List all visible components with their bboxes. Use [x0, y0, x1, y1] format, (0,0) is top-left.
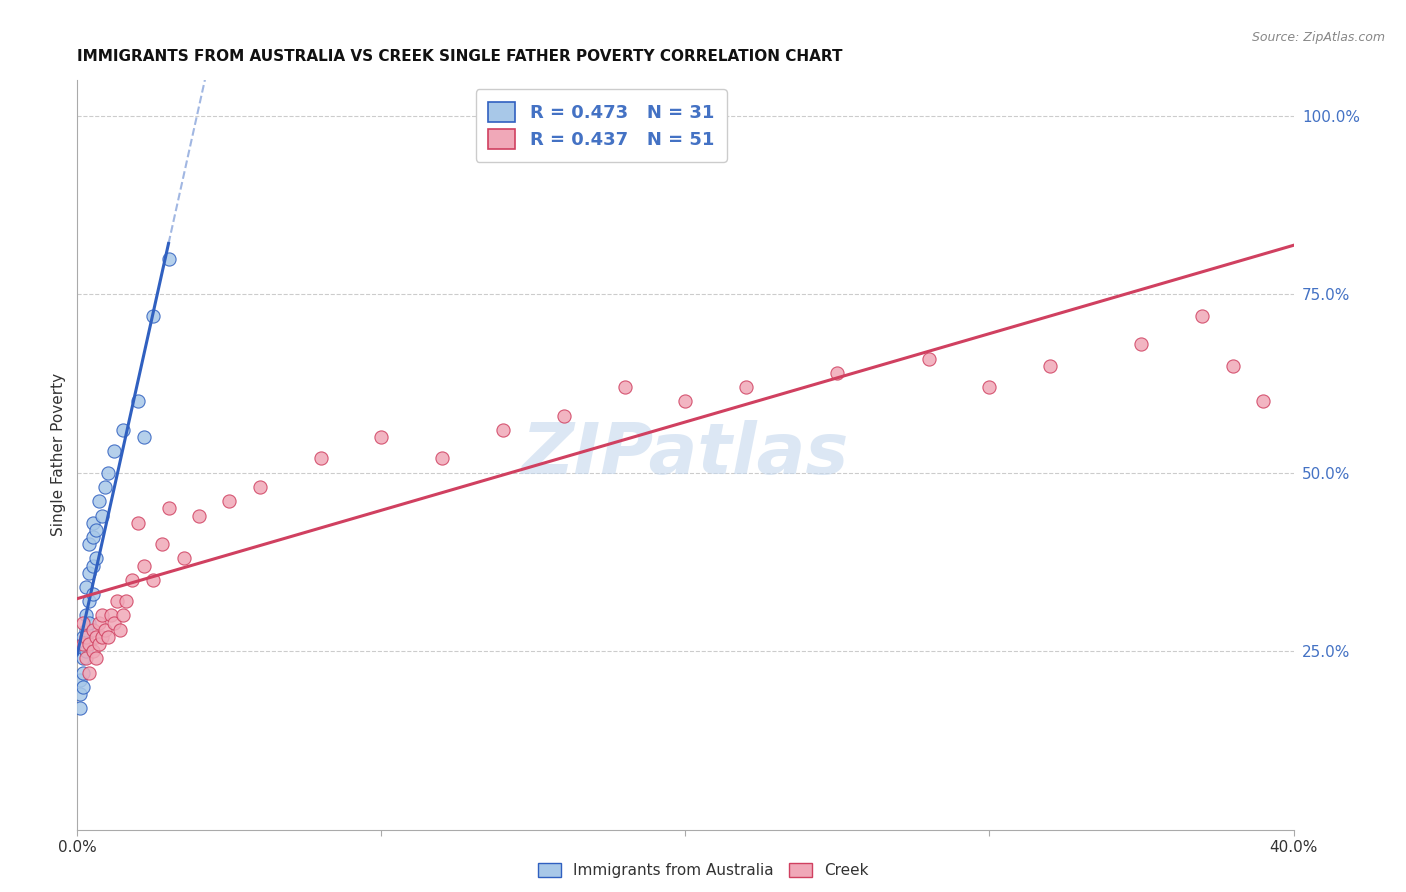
- Point: [75, 651, 97, 665]
- Point: [100, 608, 122, 623]
- Point: [918, 351, 941, 366]
- Point: [93, 623, 115, 637]
- Point: [553, 409, 575, 423]
- Point: [1251, 394, 1274, 409]
- Point: [188, 508, 211, 523]
- Text: ZIPatlas: ZIPatlas: [522, 420, 849, 490]
- Point: [121, 573, 143, 587]
- Text: Source: ZipAtlas.com: Source: ZipAtlas.com: [1251, 31, 1385, 45]
- Point: [134, 558, 156, 573]
- Point: [127, 394, 149, 409]
- Point: [249, 480, 271, 494]
- Point: [79, 594, 101, 608]
- Point: [87, 615, 110, 630]
- Point: [103, 444, 125, 458]
- Point: [75, 644, 97, 658]
- Point: [82, 558, 104, 573]
- Point: [69, 701, 91, 715]
- Point: [75, 630, 97, 644]
- Point: [72, 665, 94, 680]
- Point: [127, 516, 149, 530]
- Point: [309, 451, 332, 466]
- Point: [72, 651, 94, 665]
- Point: [157, 252, 180, 266]
- Y-axis label: Single Father Poverty: Single Father Poverty: [51, 374, 66, 536]
- Point: [492, 423, 515, 437]
- Point: [75, 623, 97, 637]
- Point: [553, 109, 575, 123]
- Point: [79, 566, 101, 580]
- Point: [152, 537, 174, 551]
- Point: [827, 366, 849, 380]
- Point: [979, 380, 1001, 394]
- Point: [72, 630, 94, 644]
- Point: [82, 516, 104, 530]
- Point: [115, 594, 138, 608]
- Point: [157, 501, 180, 516]
- Point: [72, 680, 94, 694]
- Point: [84, 523, 107, 537]
- Point: [84, 651, 107, 665]
- Point: [72, 615, 94, 630]
- Point: [173, 551, 195, 566]
- Point: [79, 615, 101, 630]
- Point: [90, 630, 112, 644]
- Point: [79, 637, 101, 651]
- Point: [675, 394, 697, 409]
- Point: [105, 594, 128, 608]
- Point: [111, 608, 134, 623]
- Point: [583, 109, 606, 123]
- Point: [72, 637, 94, 651]
- Point: [84, 630, 107, 644]
- Point: [82, 623, 104, 637]
- Point: [84, 551, 107, 566]
- Point: [108, 623, 131, 637]
- Point: [87, 494, 110, 508]
- Point: [613, 380, 636, 394]
- Point: [87, 637, 110, 651]
- Point: [218, 494, 240, 508]
- Point: [1222, 359, 1244, 373]
- Point: [90, 608, 112, 623]
- Point: [134, 430, 156, 444]
- Point: [90, 508, 112, 523]
- Point: [97, 630, 120, 644]
- Point: [735, 380, 758, 394]
- Point: [69, 673, 91, 687]
- Legend: Immigrants from Australia, Creek: Immigrants from Australia, Creek: [531, 857, 875, 884]
- Point: [1130, 337, 1153, 351]
- Point: [142, 573, 165, 587]
- Point: [111, 423, 134, 437]
- Point: [97, 466, 120, 480]
- Legend: R = 0.473   N = 31, R = 0.437   N = 51: R = 0.473 N = 31, R = 0.437 N = 51: [475, 89, 727, 161]
- Point: [82, 644, 104, 658]
- Point: [79, 665, 101, 680]
- Point: [103, 615, 125, 630]
- Point: [79, 537, 101, 551]
- Point: [82, 530, 104, 544]
- Point: [370, 430, 392, 444]
- Point: [142, 309, 165, 323]
- Point: [430, 451, 453, 466]
- Point: [82, 587, 104, 601]
- Point: [75, 608, 97, 623]
- Point: [93, 480, 115, 494]
- Point: [1191, 309, 1213, 323]
- Point: [1039, 359, 1062, 373]
- Point: [69, 687, 91, 701]
- Point: [75, 580, 97, 594]
- Text: IMMIGRANTS FROM AUSTRALIA VS CREEK SINGLE FATHER POVERTY CORRELATION CHART: IMMIGRANTS FROM AUSTRALIA VS CREEK SINGL…: [77, 49, 842, 64]
